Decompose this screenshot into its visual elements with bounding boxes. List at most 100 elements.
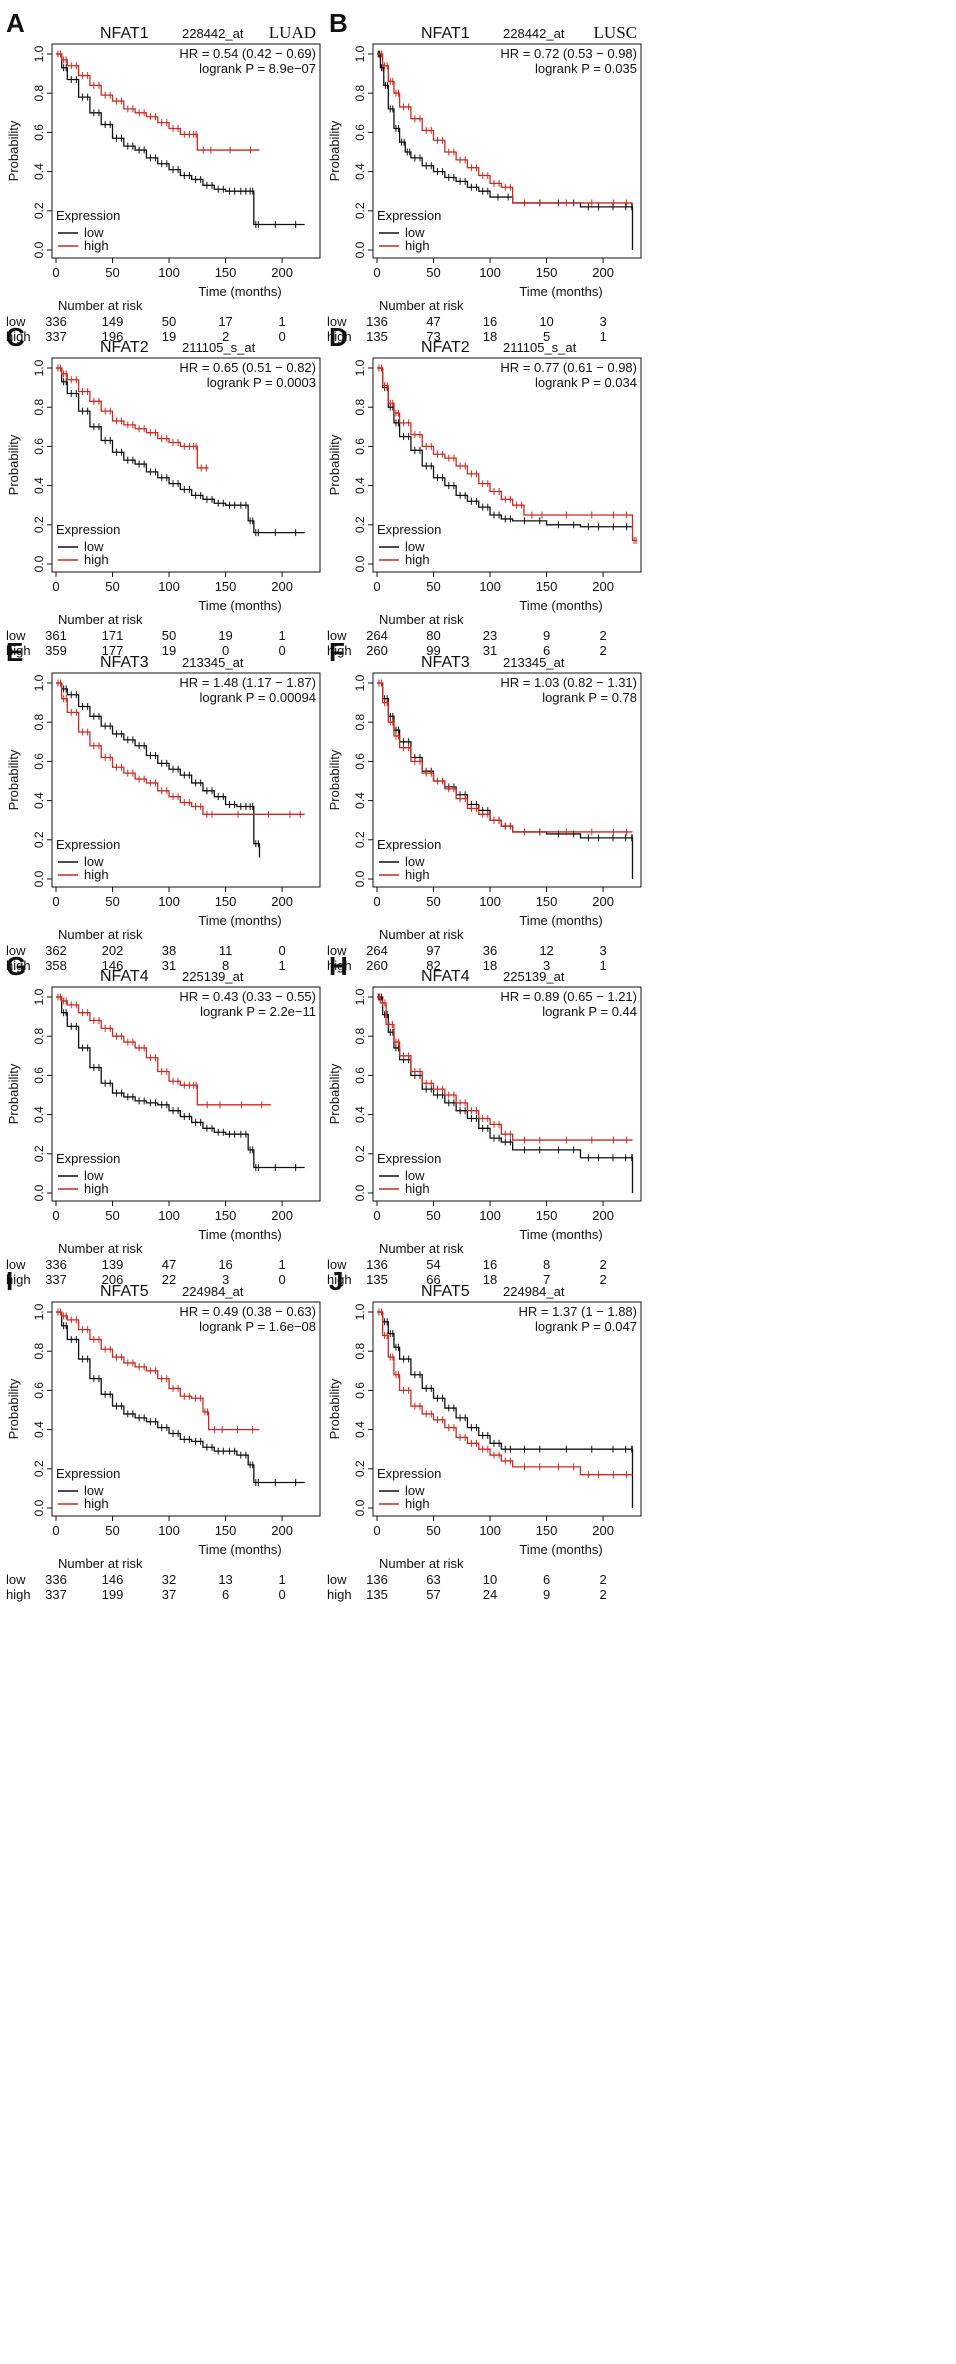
y-tick-label: 0.4 [353,477,367,494]
probe-id: 225139_at [503,969,565,984]
legend-high-label: high [84,1181,109,1196]
hazard-ratio: HR = 1.37 (1 − 1.88) [518,1304,637,1319]
x-axis-label: Time (months) [519,913,602,928]
risk-count-low: 63 [426,1572,440,1587]
risk-count-low: 38 [162,943,176,958]
plot-frame [372,1301,642,1517]
x-tick-label: 200 [592,894,614,909]
x-tick-label: 0 [373,1523,380,1538]
risk-count-low: 19 [218,628,232,643]
legend-low-label: low [405,539,425,554]
y-tick-label: 0.0 [32,1499,46,1516]
y-tick-label: 0.4 [32,792,46,809]
y-tick-label: 0.6 [353,1382,367,1399]
risk-row-label-low: low [6,1257,26,1272]
risk-count-high: 18 [483,329,497,344]
risk-count-low: 1 [278,314,285,329]
y-tick-label: 1.0 [353,359,367,376]
risk-count-high: 2 [222,329,229,344]
legend-low-label: low [405,1483,425,1498]
y-tick-label: 0.0 [353,1184,367,1201]
risk-row-label-high: high [6,1272,31,1287]
risk-row-label-high: high [327,1272,352,1287]
risk-row-label-high: high [6,329,31,344]
x-tick-label: 0 [52,1208,59,1223]
risk-count-low: 0 [278,943,285,958]
risk-count-low: 10 [539,314,553,329]
legend-high-label: high [84,238,109,253]
risk-count-low: 23 [483,628,497,643]
x-tick-label: 0 [373,1208,380,1223]
legend-title: Expression [56,208,120,223]
panel-letter: D [329,322,348,352]
y-tick-label: 0.2 [32,831,46,848]
risk-table-title: Number at risk [58,1241,143,1256]
panel-letter: C [6,322,25,352]
x-tick-label: 150 [215,265,237,280]
y-tick-label: 0.2 [353,1460,367,1477]
plot-frame [372,357,642,573]
gene-title: NFAT5 [100,1283,149,1300]
cohort-label: LUAD [269,23,316,42]
legend-high-label: high [405,867,430,882]
x-tick-label: 0 [52,579,59,594]
x-tick-label: 200 [271,894,293,909]
risk-count-low: 149 [102,314,124,329]
y-tick-label: 0.0 [32,241,46,258]
risk-count-low: 1 [278,1572,285,1587]
risk-count-high: 0 [278,1587,285,1602]
legend-title: Expression [56,522,120,537]
x-tick-label: 200 [592,265,614,280]
x-tick-label: 200 [271,1523,293,1538]
gene-title: NFAT4 [421,968,470,985]
y-tick-label: 0.4 [353,163,367,180]
panel-letter: I [6,1266,13,1296]
risk-count-high: 18 [483,958,497,973]
y-tick-label: 0.6 [32,124,46,141]
risk-count-low: 336 [45,314,67,329]
risk-count-high: 135 [366,1272,388,1287]
x-axis-label: Time (months) [198,284,281,299]
km-curve-high [56,1311,260,1431]
x-tick-label: 50 [426,579,440,594]
x-tick-label: 100 [158,579,180,594]
y-tick-label: 0.2 [353,202,367,219]
risk-count-high: 206 [102,1272,124,1287]
x-axis-label: Time (months) [519,284,602,299]
risk-count-high: 0 [278,329,285,344]
risk-count-low: 3 [599,943,606,958]
km-curve-low [56,1311,305,1484]
panel-letter: A [6,8,25,38]
y-tick-label: 0.4 [353,1421,367,1438]
gene-title: NFAT5 [421,1283,470,1300]
risk-row-label-low: low [6,628,26,643]
km-panel-j: J NFAT5 224984_at HR = 1.37 (1 − 1.88)logra… [327,1266,642,1602]
logrank-p: logrank P = 0.047 [535,1319,637,1334]
probe-id: 228442_at [503,26,565,41]
legend-high-label: high [84,1496,109,1511]
x-tick-label: 0 [52,265,59,280]
probe-id: 211105_s_at [182,340,256,355]
risk-count-high: 57 [426,1587,440,1602]
logrank-p: logrank P = 0.78 [542,690,637,705]
risk-count-low: 10 [483,1572,497,1587]
risk-count-low: 6 [543,1572,550,1587]
y-tick-label: 0.8 [353,714,367,731]
risk-count-low: 264 [366,628,388,643]
x-tick-label: 200 [271,1208,293,1223]
y-tick-label: 0.8 [32,1028,46,1045]
hazard-ratio: HR = 0.65 (0.51 − 0.82) [179,360,316,375]
risk-count-low: 146 [102,1572,124,1587]
risk-count-high: 337 [45,1587,67,1602]
x-tick-label: 50 [105,894,119,909]
y-tick-label: 0.8 [32,399,46,416]
y-axis-label: Probability [6,1063,21,1124]
x-tick-label: 200 [592,1523,614,1538]
risk-count-low: 2 [599,1257,606,1272]
x-tick-label: 100 [479,265,501,280]
risk-count-high: 196 [102,329,124,344]
risk-count-high: 73 [426,329,440,344]
risk-count-low: 336 [45,1257,67,1272]
